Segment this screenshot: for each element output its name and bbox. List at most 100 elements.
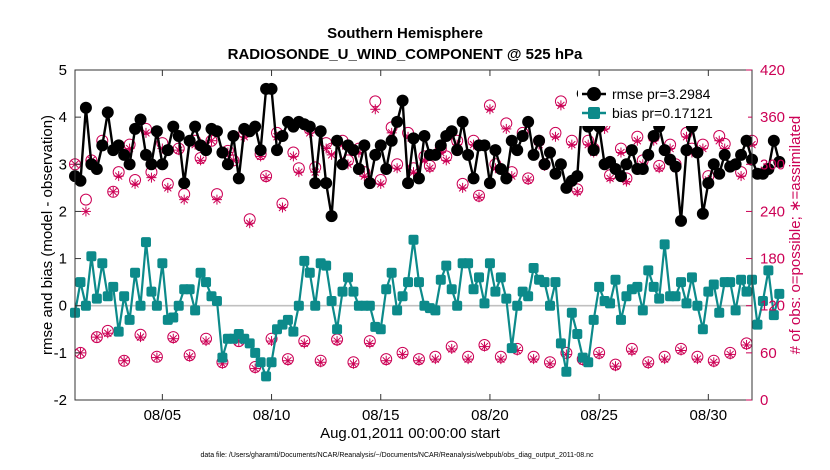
rmse-point xyxy=(527,148,540,161)
rmse-point xyxy=(773,155,786,168)
assimilated-obs-point xyxy=(555,100,566,111)
rmse-point xyxy=(314,125,327,138)
assimilated-obs-point xyxy=(146,172,157,183)
assimilated-obs-point xyxy=(108,186,119,197)
rmse-point xyxy=(352,163,365,175)
x-axis: 08/05 08/10 08/15 08/20 08/25 08/30 xyxy=(144,70,727,424)
bias-point xyxy=(484,258,495,269)
bias-point xyxy=(288,326,299,337)
assimilated-obs-point xyxy=(375,178,386,189)
assimilated-obs-stroke xyxy=(333,337,341,345)
bias-point xyxy=(435,274,446,285)
assimilated-obs-point xyxy=(315,357,326,368)
possible-obs-point xyxy=(90,331,103,344)
rmse-point xyxy=(489,144,502,157)
bias-point xyxy=(86,251,97,262)
assimilated-obs-point xyxy=(594,349,605,360)
legend-bias-marker xyxy=(588,107,600,119)
assimilated-obs-point xyxy=(523,175,534,185)
bias-point xyxy=(348,286,359,297)
bias-point xyxy=(140,237,151,248)
assimilated-obs-stroke xyxy=(458,184,467,192)
assimilated-obs-stroke xyxy=(294,168,303,176)
assimilated-obs-point xyxy=(714,135,725,146)
assimilated-obs-stroke xyxy=(655,164,664,173)
rmse-point xyxy=(538,158,551,171)
y-tick-label: 4 xyxy=(59,109,67,126)
assimilated-obs-stroke xyxy=(447,345,456,353)
rmse-point xyxy=(265,82,278,95)
assimilated-obs-point xyxy=(474,192,485,203)
rmse-point xyxy=(740,134,753,147)
assimilated-obs-point xyxy=(544,358,555,369)
assimilated-obs-point xyxy=(113,171,124,182)
bias-point xyxy=(413,277,424,288)
assimilated-obs-stroke xyxy=(207,136,216,145)
bias-point xyxy=(151,300,162,311)
bias-point xyxy=(506,343,517,354)
bias-point xyxy=(130,267,141,278)
assimilated-obs-stroke xyxy=(213,195,221,204)
bias-point xyxy=(572,329,583,339)
legend-box xyxy=(578,76,748,126)
bias-point xyxy=(282,314,293,325)
assimilated-obs-stroke xyxy=(103,329,112,338)
y-tick-label: 1 xyxy=(59,251,67,268)
bias-point xyxy=(637,305,648,316)
assimilated-obs-point xyxy=(643,358,654,369)
bias-point xyxy=(441,260,452,271)
assimilated-obs-stroke xyxy=(147,173,156,182)
rmse-point xyxy=(434,139,447,152)
assimilated-obs-point xyxy=(293,167,304,178)
assimilated-obs-stroke xyxy=(196,156,205,165)
assimilated-obs-point xyxy=(605,173,616,184)
bias-point xyxy=(544,300,555,311)
x-axis-label: Aug.01,2011 00:00:00 start xyxy=(320,425,501,442)
assimilated-obs-point xyxy=(659,354,670,365)
assimilated-obs-stroke xyxy=(524,176,533,184)
bias-point xyxy=(97,258,108,269)
assimilated-obs-point xyxy=(364,338,375,349)
rmse-point xyxy=(391,115,404,128)
rmse-point xyxy=(625,144,638,157)
rmse-point xyxy=(713,167,726,180)
y2-tick-label: 240 xyxy=(760,203,785,220)
rmse-point xyxy=(691,146,704,159)
y-tick-label: -1 xyxy=(54,345,67,362)
assimilated-obs-point xyxy=(446,343,457,354)
rmse-point xyxy=(172,130,185,142)
bias-point xyxy=(261,371,272,382)
assimilated-obs-stroke xyxy=(497,355,505,363)
assimilated-obs-point xyxy=(676,345,687,356)
assimilated-obs-stroke xyxy=(409,168,418,176)
y-tick-label: -2 xyxy=(54,392,67,409)
rmse-point xyxy=(467,172,480,185)
y2-tick-label: 0 xyxy=(760,392,768,409)
rmse-point xyxy=(718,148,731,161)
assimilated-obs-stroke xyxy=(284,356,292,365)
assimilated-obs-point xyxy=(408,167,419,178)
bias-point xyxy=(479,298,490,309)
legend-bias-label: bias pr=0.17121 xyxy=(612,105,713,121)
bias-point xyxy=(610,274,621,285)
assimilated-obs-point xyxy=(168,333,179,344)
bias-point xyxy=(408,234,419,245)
assimilated-obs-stroke xyxy=(371,105,380,114)
bias-point xyxy=(774,288,785,299)
rmse-point xyxy=(571,170,584,183)
assimilated-obs-point xyxy=(708,357,719,368)
assimilated-obs-stroke xyxy=(584,140,593,149)
bias-point xyxy=(686,272,697,283)
bias-point xyxy=(364,300,375,311)
rmse-point xyxy=(156,158,169,171)
rmse-point xyxy=(221,158,234,171)
rmse-point xyxy=(79,101,92,114)
data-file-footer: data file: /Users/gharamti/Documents/NCA… xyxy=(200,452,594,459)
bias-point xyxy=(555,338,566,349)
assimilated-obs-point xyxy=(91,332,102,343)
assimilated-obs-point xyxy=(370,104,381,115)
bias-point xyxy=(632,281,643,292)
assimilated-obs-stroke xyxy=(300,339,309,348)
assimilated-obs-stroke xyxy=(136,333,145,341)
